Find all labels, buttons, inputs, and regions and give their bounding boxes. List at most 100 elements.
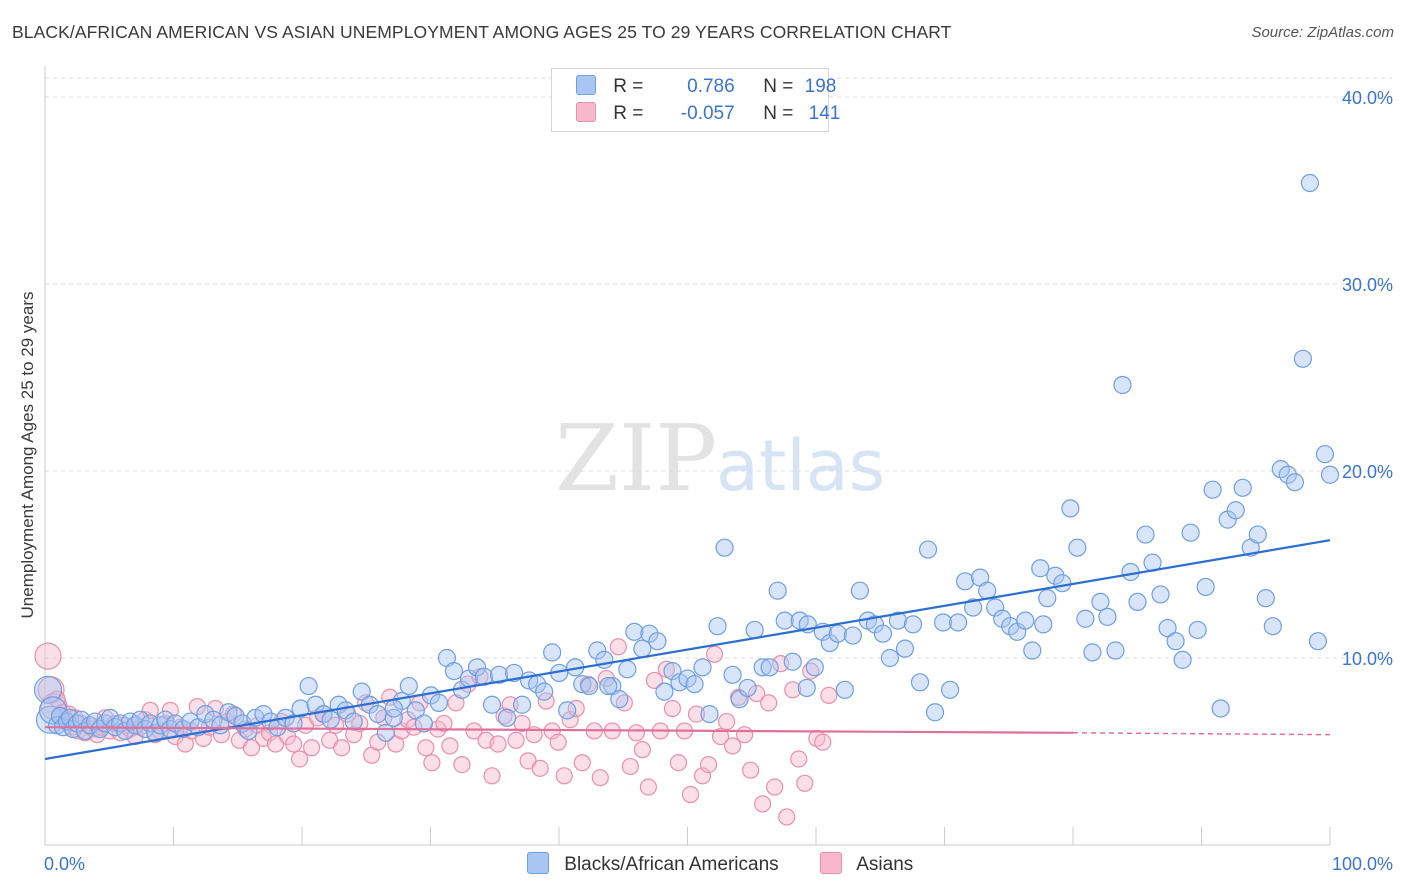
scatter-point: [625, 622, 644, 641]
scatter-point: [814, 733, 832, 751]
scatter-point: [609, 638, 627, 656]
scatter-point: [1098, 607, 1117, 626]
scatter-point: [384, 699, 403, 718]
y-tick-label: 40.0%: [1342, 88, 1393, 108]
y-tick-label: 20.0%: [1342, 462, 1393, 482]
scatter-point: [681, 785, 700, 804]
scatter-point: [964, 598, 983, 617]
scatter-point: [417, 739, 435, 757]
scatter-point: [910, 673, 930, 692]
scatter-point: [284, 735, 303, 753]
legend-item-blacks: Blacks/African Americans: [527, 852, 779, 876]
scatter-point: [555, 767, 573, 785]
scatter-point: [136, 719, 155, 739]
scatter-point: [760, 658, 779, 677]
scatter-point: [1173, 650, 1192, 669]
scatter-point: [1315, 445, 1335, 464]
scatter-point: [1031, 559, 1050, 578]
scatter-point: [1248, 525, 1267, 544]
scatter-point: [1023, 641, 1042, 660]
scatter-point: [1136, 525, 1155, 544]
scatter-point: [368, 704, 387, 724]
r-value: -0.057: [680, 103, 735, 124]
n-label: N =: [763, 103, 794, 124]
scatter-point: [738, 678, 757, 698]
scatter-point: [753, 658, 772, 677]
scatter-point: [1038, 589, 1057, 608]
scatter-point: [610, 690, 629, 709]
scatter-point: [543, 643, 562, 662]
scatter-point: [1188, 620, 1207, 640]
scatter-point: [558, 701, 577, 720]
r-label: R =: [613, 103, 644, 124]
n-value: 141: [808, 103, 841, 124]
scatter-point: [1166, 632, 1185, 651]
scatter-point: [627, 724, 645, 742]
scatter-point: [1106, 641, 1125, 660]
scatter-point: [441, 737, 459, 755]
blacks-trend-line: [44, 539, 1331, 761]
scatter-point: [1196, 577, 1215, 597]
source-label: Source: ZipAtlas.com: [1251, 24, 1394, 41]
scatter-point: [1046, 566, 1065, 585]
scatter-point: [820, 686, 838, 705]
scatter-point: [299, 676, 318, 696]
legend-row-blacks: R = 0.786 N = 198: [576, 75, 836, 98]
grid-lines: [45, 77, 1392, 659]
scatter-point: [933, 613, 953, 632]
scatter-point: [588, 641, 607, 660]
scatter-point: [483, 767, 501, 785]
scatter-point: [768, 581, 787, 600]
x-tick-label-min: 0.0%: [44, 854, 85, 874]
scatter-point: [717, 712, 736, 731]
scatter-point: [618, 660, 637, 679]
scatter-point: [512, 695, 532, 714]
scatter-point: [489, 665, 509, 684]
scatter-point: [1053, 574, 1072, 593]
scatter-point: [303, 739, 321, 757]
scatter-point: [435, 714, 453, 733]
scatter-point: [903, 615, 923, 634]
scatter-point: [504, 663, 524, 683]
scatter-point: [453, 755, 471, 774]
scatter-point: [843, 626, 862, 645]
tick-labels: 10.0% 20.0% 30.0% 40.0% 0.0% 100.0%: [44, 88, 1393, 874]
chart-title: BLACK/AFRICAN AMERICAN VS ASIAN UNEMPLOY…: [12, 22, 952, 42]
scatter-point: [766, 778, 784, 796]
scatter-point: [573, 675, 592, 694]
scatter-point: [344, 712, 363, 731]
legend-item-asians: Asians: [820, 852, 913, 876]
scatter-point: [1158, 618, 1177, 638]
scatter-point: [790, 750, 808, 768]
scatter-point: [705, 645, 724, 663]
scatter-point: [482, 695, 502, 714]
scatter-point: [161, 701, 179, 719]
scatter-point: [778, 808, 796, 826]
scatter-point: [748, 684, 766, 703]
scatter-point: [1256, 589, 1275, 608]
scatter-point: [663, 699, 682, 718]
scatter-point: [1293, 349, 1312, 368]
scatter-point: [1121, 562, 1140, 582]
scatter-point: [1061, 499, 1080, 518]
scatter-point: [1076, 609, 1095, 628]
scatter-point: [708, 617, 727, 636]
blue-swatch: [576, 75, 596, 95]
scatter-point: [925, 703, 945, 722]
scatter-point: [321, 710, 340, 729]
watermark-zip: ZIP: [555, 405, 717, 512]
scatter-point: [579, 675, 597, 693]
n-label: N =: [763, 76, 794, 97]
scatter-point: [940, 680, 960, 699]
scatter-point: [376, 723, 395, 742]
scatter-point: [1308, 632, 1328, 651]
scatter-point: [621, 757, 639, 776]
scatter-point: [711, 727, 730, 746]
trend-lines: [44, 539, 1331, 761]
scatter-point: [835, 680, 854, 699]
scatter-point: [796, 774, 814, 792]
scatter-point: [655, 682, 674, 701]
r-value: 0.786: [687, 76, 735, 97]
scatter-point: [1068, 538, 1087, 557]
scatter-point: [465, 722, 483, 740]
